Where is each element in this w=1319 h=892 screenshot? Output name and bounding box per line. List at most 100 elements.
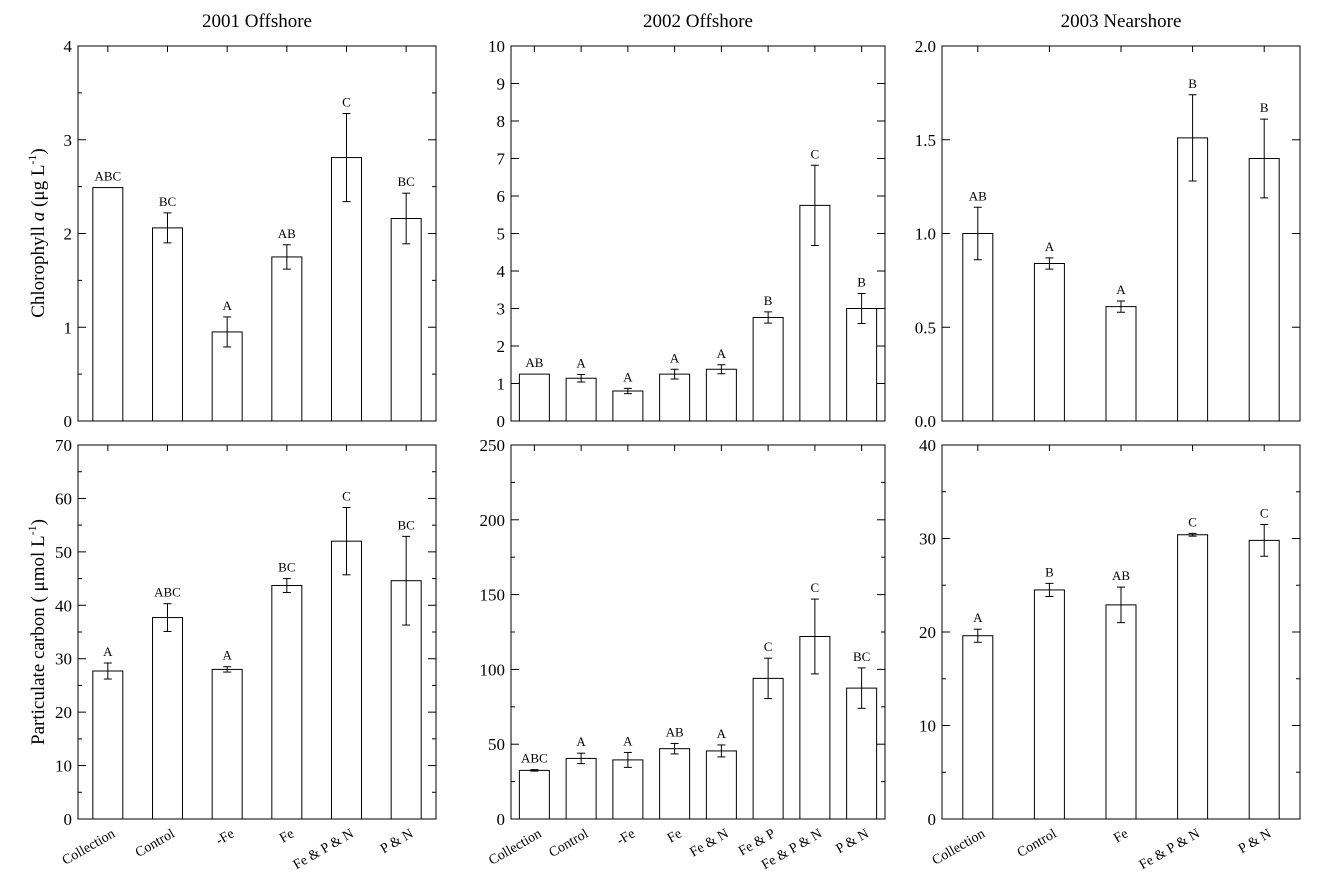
y-axis-label-carbon: Particulate carbon ( μmol L-1) [25,519,49,745]
y-tick-label: 2.0 [915,37,936,56]
x-category-label: Fe & P & N [291,826,357,873]
y-tick-label: 10 [919,717,936,736]
significance-label: C [342,95,351,110]
y-tick-label: 1 [64,318,73,337]
x-category-label: -Fe [213,826,237,848]
significance-label: AB [525,355,543,370]
significance-label: AB [1112,568,1130,583]
panel-title: 2002 Offshore [643,11,753,32]
y-tick-label: 0 [928,810,937,829]
bar [331,540,362,820]
significance-label: A [576,734,586,749]
significance-label: B [1188,76,1197,91]
y-tick-label: 1.5 [915,131,936,150]
y-tick-label: 6 [497,187,506,206]
x-category-label: Collection [60,826,118,868]
significance-label: BC [397,517,414,532]
y-tick-label: 2 [64,225,73,244]
bar [705,368,737,422]
bar [1033,589,1065,820]
significance-label: C [1188,514,1197,529]
x-category-label: P & N [1236,826,1274,857]
y-tick-label: 9 [497,75,506,94]
plot-frame [77,444,437,820]
y-tick-label: 1 [497,375,506,394]
bar [565,377,597,422]
significance-label: A [103,644,113,659]
significance-label: A [717,726,727,741]
y-tick-label: 20 [919,623,936,642]
significance-label: A [670,350,680,365]
significance-label: A [717,346,727,361]
y-tick-label: 3 [64,131,73,150]
y-tick-label: 0 [64,412,73,431]
significance-label: A [1045,239,1055,254]
bar [962,233,994,422]
panel-title: 2003 Nearshore [1061,11,1182,32]
y-tick-label: 3 [497,300,506,319]
bar [211,668,243,820]
plot-frame [77,45,437,422]
bar [705,750,737,820]
x-category-label: -Fe [614,826,638,848]
y-tick-label: 0.5 [915,318,936,337]
bar [752,677,784,820]
significance-label: BC [853,649,870,664]
y-tick-label: 8 [497,112,506,131]
x-category-label: Collection [486,826,544,868]
x-category-label: Control [133,826,178,860]
bar [1105,604,1137,820]
y-tick-label: 200 [480,511,506,530]
y-tick-label: 40 [919,436,936,455]
x-category-label: Fe & N [688,826,732,860]
bar [659,748,691,820]
x-category-label: Fe & P & N [1137,826,1203,873]
significance-label: ABC [154,585,181,600]
significance-label: A [222,648,232,663]
y-tick-label: 50 [488,735,505,754]
significance-label: AB [278,226,296,241]
bar [1177,534,1209,820]
bar [92,187,124,422]
significance-label: ABC [94,169,121,184]
x-category-label: Collection [930,826,988,868]
bar [271,585,303,820]
bar [612,390,644,422]
significance-label: BC [278,560,295,575]
bar [752,317,784,422]
y-tick-label: 250 [480,436,506,455]
y-tick-label: 0.0 [915,412,936,431]
y-tick-label: 0 [497,412,506,431]
y-tick-label: 5 [497,225,506,244]
significance-label: C [342,489,351,504]
bar [152,227,183,422]
significance-label: A [623,733,633,748]
y-tick-label: 4 [64,37,73,56]
y-tick-label: 10 [55,757,72,776]
significance-label: C [811,580,820,595]
y-tick-label: 70 [55,436,72,455]
bar [518,769,550,820]
bar [612,759,644,820]
x-category-label: Fe [665,826,685,846]
significance-label: B [1260,100,1269,115]
y-tick-label: 10 [488,37,505,56]
significance-label: B [764,293,773,308]
significance-label: AB [666,724,684,739]
y-tick-label: 150 [480,586,506,605]
bar [1105,306,1137,422]
bar [271,256,303,422]
significance-label: A [222,298,232,313]
x-category-label: P & N [834,826,872,857]
bar [846,308,878,422]
bar [1248,539,1280,820]
bar [390,218,422,422]
y-tick-label: 7 [497,150,506,169]
significance-label: AB [969,188,987,203]
bar [1033,263,1065,422]
